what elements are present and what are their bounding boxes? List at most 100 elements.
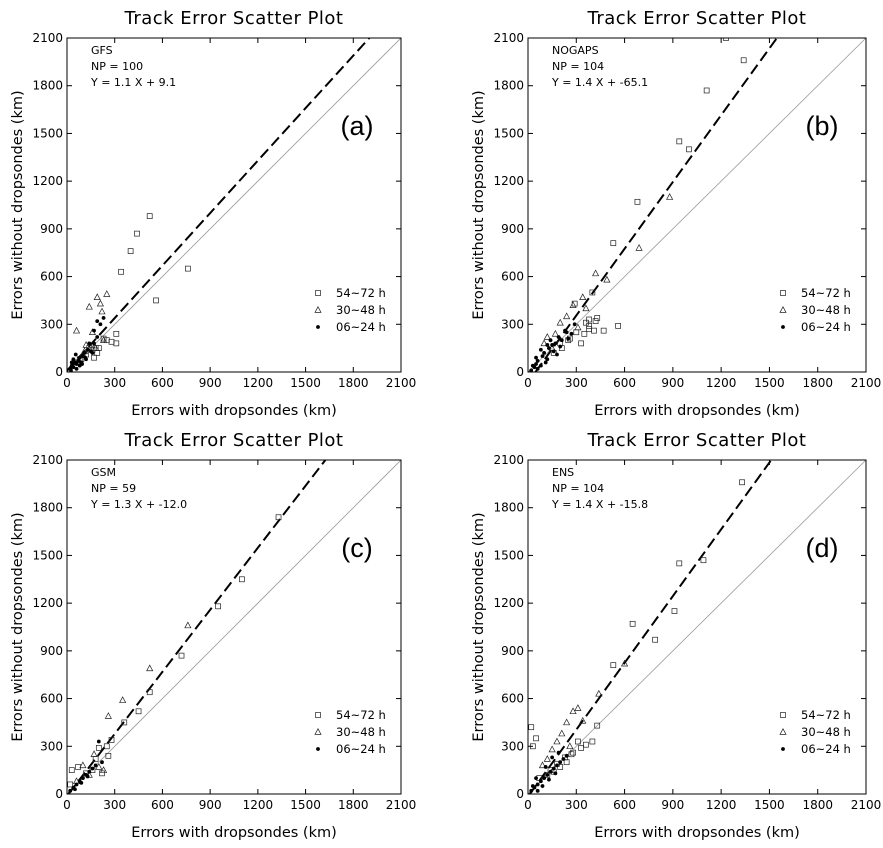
y-tick-label: 1800 <box>32 79 63 93</box>
y-tick-label: 300 <box>40 739 63 753</box>
data-point-dot-legend-2 <box>316 325 320 329</box>
x-tick-label: 0 <box>63 376 71 390</box>
data-point-dot-17 <box>74 366 79 371</box>
y-tick-label: 1500 <box>32 548 63 562</box>
x-tick-label: 2100 <box>386 798 417 812</box>
data-point-triangle-10 <box>582 304 590 312</box>
data-point-dot-13 <box>559 338 564 343</box>
data-point-triangle-3 <box>569 707 577 715</box>
y-tick-label: 1500 <box>493 548 524 562</box>
data-point-dot-22 <box>92 328 96 333</box>
data-point-square-16 <box>99 770 105 777</box>
x-tick-label: 1200 <box>706 798 737 812</box>
np-label: NP = 59 <box>91 482 136 495</box>
regression-equation: Y = 1.1 X + 9.1 <box>90 76 176 89</box>
y-tick-label: 0 <box>516 787 524 801</box>
legend-label: 30~48 h <box>336 725 386 739</box>
data-point-square-5 <box>629 620 636 627</box>
y-tick-label: 1200 <box>32 174 63 188</box>
data-point-dot-6 <box>77 355 82 360</box>
legend-label: 54~72 h <box>336 708 386 722</box>
data-point-dot-23 <box>558 344 563 349</box>
np-label: NP = 100 <box>91 60 143 73</box>
x-tick-label: 600 <box>613 376 636 390</box>
y-tick-label: 900 <box>501 222 524 236</box>
data-point-square-11 <box>113 340 120 347</box>
data-point-triangle-11 <box>98 307 106 315</box>
data-point-dot-11 <box>73 787 77 792</box>
data-point-dot-13 <box>95 335 100 339</box>
data-point-triangle-11 <box>566 742 574 750</box>
data-point-square-10 <box>592 318 599 324</box>
data-point-square-11 <box>586 326 593 332</box>
data-point-square-2 <box>127 248 134 254</box>
x-tick-label: 900 <box>661 376 684 390</box>
y-axis-label: Errors without dropsondes (km) <box>471 512 487 741</box>
data-point-dot-12 <box>92 341 96 346</box>
legend-label: 06~24 h <box>801 742 851 756</box>
data-point-dot-27 <box>534 355 538 360</box>
data-point-dot-3 <box>538 779 543 784</box>
data-point-square-3 <box>671 608 678 614</box>
legend-label: 06~24 h <box>336 742 386 756</box>
data-point-dot-0 <box>68 788 73 793</box>
data-point-square-0 <box>739 479 745 486</box>
x-tick-label: 1800 <box>338 376 369 390</box>
chart-title: Track Error Scatter Plot <box>586 8 806 29</box>
data-point-square-1 <box>134 230 140 237</box>
data-point-dot-6 <box>542 351 546 355</box>
regression-line <box>529 460 773 794</box>
regression-equation: Y = 1.3 X + -12.0 <box>90 498 187 511</box>
data-point-square-20 <box>575 738 581 745</box>
y-tick-label: 1800 <box>493 79 524 93</box>
regression-line <box>67 460 327 794</box>
data-point-square-1 <box>740 57 747 64</box>
data-point-dot-0 <box>529 368 534 372</box>
data-point-dot-13 <box>540 784 545 788</box>
x-tick-label: 600 <box>151 798 174 812</box>
y-axis-label: Errors without dropsondes (km) <box>10 512 26 741</box>
data-point-dot-15 <box>101 316 106 320</box>
data-point-dot-22 <box>538 347 543 352</box>
data-point-square-23 <box>586 316 593 323</box>
y-tick-label: 0 <box>55 787 63 801</box>
x-tick-label: 1500 <box>290 376 321 390</box>
data-point-square-18 <box>528 724 535 731</box>
data-point-square-2 <box>676 560 683 567</box>
data-point-square-7 <box>94 350 101 356</box>
data-point-triangle-10 <box>579 716 587 724</box>
legend-label: 30~48 h <box>801 303 851 317</box>
data-point-square-0 <box>723 38 729 41</box>
data-point-square-4 <box>113 330 120 337</box>
data-point-triangle-4 <box>72 326 81 334</box>
y-tick-label: 2100 <box>493 453 524 467</box>
data-point-dot-20 <box>556 750 561 755</box>
data-point-square-0 <box>146 213 153 219</box>
plot-frame <box>527 37 867 373</box>
legend-label: 06~24 h <box>336 320 386 334</box>
y-axis-label: Errors without dropsondes (km) <box>471 90 487 319</box>
data-point-square-3 <box>118 268 124 275</box>
data-point-triangle-4 <box>563 718 571 726</box>
chart-title: Track Error Scatter Plot <box>586 430 806 451</box>
data-point-square-16 <box>615 323 621 329</box>
y-tick-label: 1500 <box>32 126 63 140</box>
data-point-square-4 <box>146 689 153 696</box>
data-point-square-14 <box>573 329 580 336</box>
x-tick-label: 300 <box>103 376 126 390</box>
data-point-square-6 <box>610 240 617 247</box>
panel-tag: (c) <box>341 533 372 563</box>
data-points <box>529 38 747 372</box>
model-name: NOGAPS <box>552 44 599 57</box>
data-point-triangle-7 <box>82 341 90 348</box>
data-point-dot-7 <box>90 766 95 771</box>
data-point-dot-3 <box>535 358 540 363</box>
y-tick-label: 900 <box>501 644 524 658</box>
data-point-square-15 <box>544 772 551 778</box>
data-point-triangle-7 <box>548 745 556 753</box>
regression-line <box>67 38 371 372</box>
data-point-triangle-2 <box>119 696 127 703</box>
data-point-dot-2 <box>534 362 538 366</box>
regression-equation: Y = 1.4 X + -65.1 <box>551 76 648 89</box>
data-point-dot-7 <box>545 357 550 362</box>
